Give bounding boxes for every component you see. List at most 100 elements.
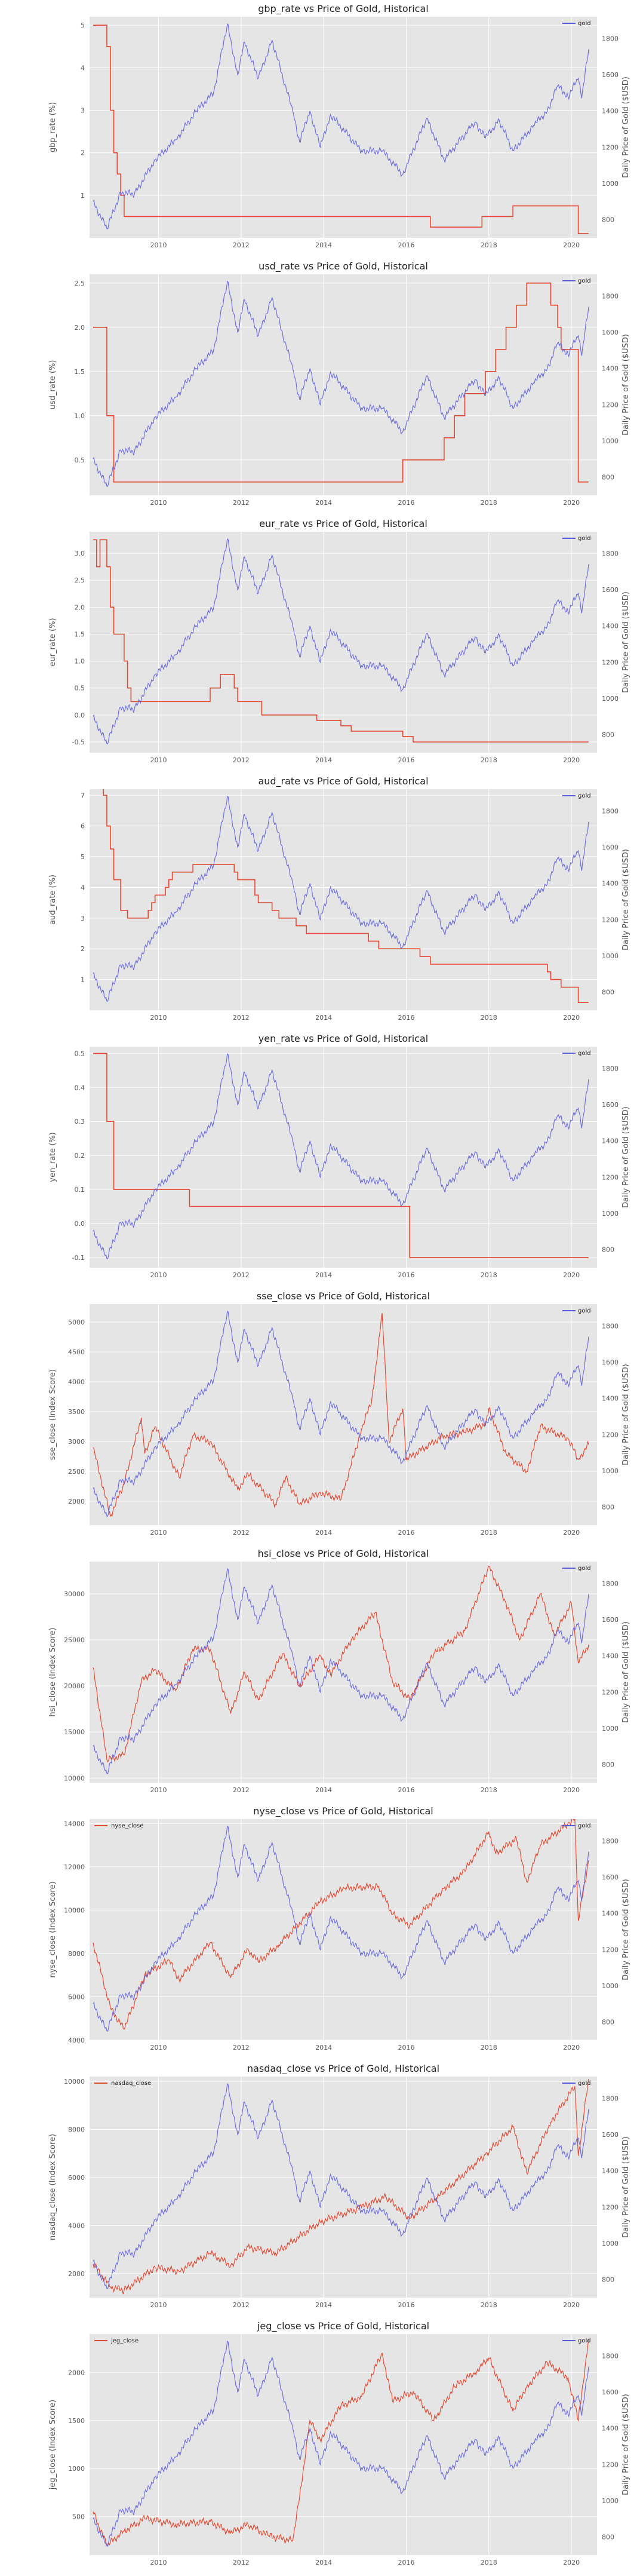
y-tick-label: 4000 (68, 1378, 85, 1386)
y-tick-label: 0.3 (75, 1118, 85, 1126)
y-tick-label: 2 (81, 149, 85, 157)
x-tick-label: 2010 (150, 1271, 167, 1279)
x-tick-label: 2014 (315, 1014, 332, 1022)
y-tick-label: 7 (81, 792, 85, 799)
chart-title: gbp_rate vs Price of Gold, Historical (258, 3, 428, 15)
y-tick-label: 1.5 (75, 368, 85, 376)
chart-title: eur_rate vs Price of Gold, Historical (259, 518, 427, 530)
y-right-tick-label: 1000 (602, 2497, 619, 2505)
legend-label: gold (578, 1823, 591, 1829)
plot-background (90, 532, 597, 753)
y-tick-label: 4 (81, 884, 85, 891)
y-right-tick-label: 1600 (602, 844, 619, 851)
x-tick-label: 2018 (481, 756, 497, 764)
x-tick-label: 2010 (150, 2301, 167, 2309)
x-tick-label: 2014 (315, 241, 332, 249)
y-tick-label: 2 (81, 945, 85, 953)
y-tick-label: 3.0 (75, 550, 85, 557)
gold-line (93, 795, 589, 1002)
y-tick-label: 25000 (64, 1636, 85, 1644)
y-axis-label: sse_close (Index Score) (48, 1369, 57, 1460)
chart-8: nasdaq_close vs Price of Gold, Historica… (48, 2063, 630, 2309)
x-tick-label: 2016 (398, 1529, 414, 1537)
legend-label: gold (578, 535, 591, 542)
y-right-tick-label: 1000 (602, 1725, 619, 1732)
series-line (93, 1053, 589, 1258)
y-right-tick-label: 1800 (602, 1322, 619, 1330)
legend-label: gold (578, 1050, 591, 1057)
x-tick-label: 2010 (150, 2559, 167, 2566)
x-tick-label: 2014 (315, 499, 332, 507)
x-tick-label: 2014 (315, 2044, 332, 2051)
gold-line (93, 2083, 589, 2289)
y-right-tick-label: 1600 (602, 586, 619, 594)
x-tick-label: 2018 (481, 1529, 497, 1537)
y-right-axis-label: Daily Price of Gold ($USD) (621, 2394, 630, 2495)
x-tick-label: 2020 (563, 241, 580, 249)
x-tick-label: 2020 (563, 2044, 580, 2051)
y-right-tick-label: 1600 (602, 71, 619, 79)
y-right-tick-label: 1400 (602, 1910, 619, 1918)
y-axis-label: jeg_close (Index Score) (48, 2400, 57, 2490)
legend-label: gold (578, 793, 591, 799)
y-tick-label: 1500 (68, 2417, 85, 2425)
series-line (93, 1312, 589, 1517)
y-right-tick-label: 800 (602, 1761, 614, 1769)
y-tick-label: 6000 (68, 2174, 85, 2182)
y-right-tick-label: 1600 (602, 1873, 619, 1881)
series-line (103, 789, 589, 1003)
x-tick-label: 2012 (233, 2559, 250, 2566)
y-tick-label: 4000 (68, 2222, 85, 2230)
y-right-tick-label: 800 (602, 474, 614, 482)
plot-background (90, 274, 597, 495)
x-tick-label: 2012 (233, 241, 250, 249)
legend-left: jeg_close (94, 2338, 139, 2344)
y-tick-label: 2000 (68, 2369, 85, 2376)
y-tick-label: 1.5 (75, 630, 85, 638)
y-right-axis-label: Daily Price of Gold ($USD) (621, 76, 630, 178)
y-right-tick-label: 1200 (602, 916, 619, 924)
y-axis-label: yen_rate (%) (48, 1132, 57, 1182)
y-tick-label: 0.5 (75, 456, 85, 464)
y-right-tick-label: 1400 (602, 1652, 619, 1660)
x-tick-label: 2012 (233, 499, 250, 507)
y-tick-label: 0.5 (75, 685, 85, 692)
legend-label: gold (578, 278, 591, 284)
y-right-tick-label: 1600 (602, 2131, 619, 2139)
y-right-tick-label: 1400 (602, 2167, 619, 2175)
x-tick-label: 2016 (398, 2044, 414, 2051)
y-axis-label: hsi_close (Index Score) (48, 1627, 57, 1716)
y-tick-label: 3000 (68, 1438, 85, 1446)
plot-background (90, 1304, 597, 1525)
y-right-tick-label: 800 (602, 2276, 614, 2284)
gold-line (93, 280, 589, 487)
x-tick-label: 2016 (398, 1786, 414, 1794)
x-tick-label: 2012 (233, 1271, 250, 1279)
chart-1: usd_rate vs Price of Gold, Historical 201… (48, 260, 630, 507)
legend-label: jeg_close (110, 2338, 139, 2344)
y-tick-label: 2000 (68, 1498, 85, 1505)
series-line (93, 2078, 589, 2295)
y-tick-label: 0.0 (75, 1220, 85, 1228)
y-right-axis-label: Daily Price of Gold ($USD) (621, 849, 630, 950)
x-tick-label: 2016 (398, 1271, 414, 1279)
y-right-tick-label: 1000 (602, 695, 619, 703)
x-tick-label: 2020 (563, 499, 580, 507)
y-tick-label: 3 (81, 915, 85, 922)
y-tick-label: 10000 (64, 2078, 85, 2086)
x-tick-label: 2020 (563, 2559, 580, 2566)
y-tick-label: 14000 (64, 1820, 85, 1827)
x-tick-label: 2014 (315, 756, 332, 764)
y-tick-label: 2000 (68, 2270, 85, 2278)
y-right-axis-label: Daily Price of Gold ($USD) (621, 1106, 630, 1208)
plot-background (90, 2334, 597, 2555)
x-tick-label: 2014 (315, 2301, 332, 2309)
x-tick-label: 2018 (481, 2559, 497, 2566)
chart-title: sse_close vs Price of Gold, Historical (257, 1290, 430, 1302)
y-tick-label: 3 (81, 107, 85, 115)
y-tick-label: 10000 (64, 1906, 85, 1914)
x-tick-label: 2016 (398, 241, 414, 249)
series-line (93, 1819, 589, 2030)
y-tick-label: 3500 (68, 1408, 85, 1416)
y-tick-label: 2.0 (75, 603, 85, 611)
